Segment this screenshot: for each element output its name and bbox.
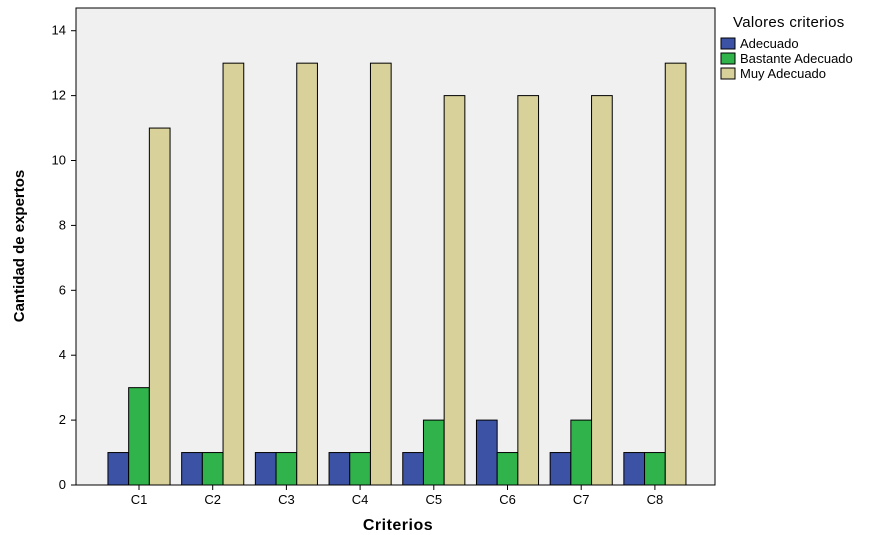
y-tick-label: 2 — [59, 412, 66, 427]
bar-c6-adecuado — [475, 419, 498, 486]
y-tick-label: 4 — [59, 347, 66, 362]
x-tick-label: C8 — [647, 492, 664, 507]
y-axis: 0 2 4 6 8 10 12 14 — [52, 23, 76, 492]
y-tick-label: 0 — [59, 477, 66, 492]
bar-c4-adecuado — [328, 452, 351, 486]
bar-c4-muy-adecuado — [369, 62, 392, 486]
x-tick-label: C2 — [204, 492, 221, 507]
y-tick-label: 12 — [52, 88, 66, 103]
bar-c6-muy-adecuado — [517, 95, 540, 486]
bar-c1-adecuado — [107, 452, 130, 486]
bar-c5-muy-adecuado — [443, 95, 466, 486]
bar-c3-adecuado — [254, 452, 277, 486]
legend-swatch — [720, 52, 736, 65]
bar-c7-adecuado — [549, 452, 572, 486]
legend-swatch — [720, 67, 736, 80]
bar-c6-bastante-adecuado — [496, 452, 519, 486]
bar-c2-adecuado — [181, 452, 203, 486]
legend-label: Bastante Adecuado — [740, 51, 853, 66]
bars-group — [107, 62, 687, 486]
bar-c7-bastante-adecuado — [570, 419, 593, 486]
x-axis-title: Criterios — [363, 517, 433, 534]
bar-c2-muy-adecuado — [222, 62, 245, 486]
bar-c8-bastante-adecuado — [644, 452, 666, 486]
plot-area — [75, 7, 716, 486]
bar-c1-bastante-adecuado — [128, 387, 150, 486]
legend-label: Adecuado — [740, 36, 799, 51]
bar-c4-bastante-adecuado — [349, 452, 371, 486]
bar-c3-muy-adecuado — [296, 62, 318, 486]
bar-c1-muy-adecuado — [148, 127, 171, 486]
bar-c8-muy-adecuado — [664, 62, 687, 486]
bar-c2-bastante-adecuado — [201, 452, 224, 486]
y-tick-label: 6 — [59, 282, 66, 297]
bar-c8-adecuado — [623, 452, 646, 486]
bar-c5-adecuado — [402, 452, 424, 486]
legend-swatch — [720, 37, 736, 50]
x-tick-label: C3 — [278, 492, 295, 507]
y-axis-title: Cantidad de expertos — [11, 170, 28, 323]
x-tick-label: C7 — [573, 492, 590, 507]
bar-c7-muy-adecuado — [591, 95, 613, 486]
y-tick-label: 8 — [59, 217, 66, 232]
x-tick-label: C6 — [499, 492, 516, 507]
x-tick-label: C5 — [425, 492, 442, 507]
legend-title: Valores criterios — [733, 14, 845, 31]
y-tick-label: 14 — [52, 23, 66, 38]
x-tick-label: C4 — [352, 492, 369, 507]
x-tick-label: C1 — [131, 492, 148, 507]
y-tick-label: 10 — [52, 153, 66, 168]
x-axis: C1 C2 C3 C4 C5 C6 C7 C8 — [131, 485, 664, 507]
bar-c3-bastante-adecuado — [275, 452, 298, 486]
bar-c5-bastante-adecuado — [422, 419, 445, 486]
legend-label: Muy Adecuado — [740, 66, 826, 81]
